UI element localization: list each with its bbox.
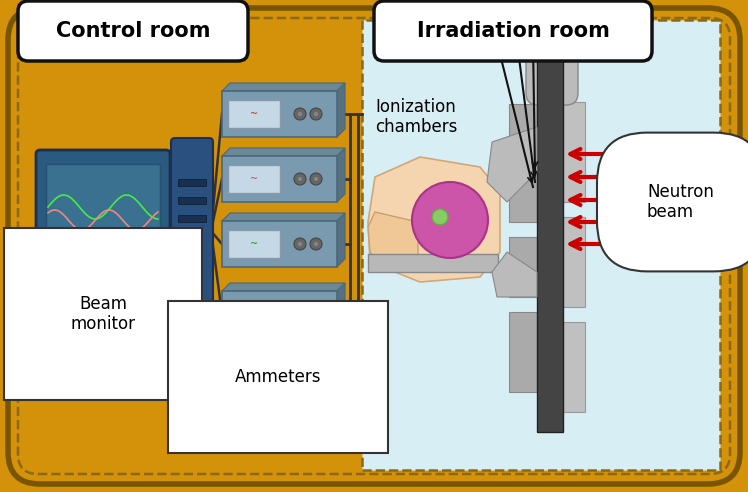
FancyBboxPatch shape <box>18 1 248 61</box>
Circle shape <box>294 108 306 120</box>
FancyBboxPatch shape <box>374 1 652 61</box>
Bar <box>178 197 206 204</box>
Circle shape <box>298 112 302 116</box>
Bar <box>58 285 148 297</box>
Circle shape <box>310 238 322 250</box>
Polygon shape <box>337 148 345 202</box>
Bar <box>178 179 206 185</box>
Bar <box>178 215 206 222</box>
Bar <box>40 262 166 272</box>
Polygon shape <box>222 283 345 291</box>
Text: Control room: Control room <box>56 21 210 41</box>
FancyBboxPatch shape <box>526 39 578 105</box>
Bar <box>509 312 537 392</box>
Polygon shape <box>487 127 537 202</box>
Polygon shape <box>222 213 345 221</box>
Circle shape <box>310 173 322 185</box>
Text: Beam
monitor: Beam monitor <box>70 295 135 334</box>
FancyBboxPatch shape <box>171 138 213 324</box>
Polygon shape <box>222 148 345 156</box>
Bar <box>563 322 585 412</box>
Polygon shape <box>222 83 345 91</box>
Bar <box>368 254 498 272</box>
Text: ~: ~ <box>250 174 258 184</box>
Polygon shape <box>492 252 537 297</box>
Bar <box>222 156 337 202</box>
Text: Irradiation room: Irradiation room <box>417 21 610 41</box>
Bar <box>222 91 337 137</box>
Circle shape <box>298 312 302 316</box>
Circle shape <box>310 108 322 120</box>
Circle shape <box>310 308 322 320</box>
Bar <box>98 271 108 287</box>
Bar <box>228 300 280 328</box>
Polygon shape <box>337 213 345 267</box>
Bar <box>228 165 280 193</box>
Circle shape <box>314 112 318 116</box>
Circle shape <box>314 242 318 246</box>
Bar <box>222 291 337 337</box>
Text: Ionization
chambers: Ionization chambers <box>375 97 457 136</box>
Circle shape <box>294 173 306 185</box>
Circle shape <box>294 238 306 250</box>
Circle shape <box>294 308 306 320</box>
Bar <box>362 20 720 470</box>
Circle shape <box>432 209 448 225</box>
Polygon shape <box>337 283 345 337</box>
Text: ~: ~ <box>250 109 258 119</box>
Bar <box>228 100 280 128</box>
Text: Neutron
beam: Neutron beam <box>647 183 714 221</box>
Bar <box>509 104 537 152</box>
Circle shape <box>298 177 302 181</box>
FancyBboxPatch shape <box>36 150 170 274</box>
Bar <box>509 167 537 222</box>
FancyBboxPatch shape <box>8 8 740 484</box>
Circle shape <box>188 263 196 272</box>
Circle shape <box>314 312 318 316</box>
Text: ~: ~ <box>250 309 258 319</box>
Polygon shape <box>368 212 418 267</box>
Bar <box>537 32 563 432</box>
Bar <box>509 237 537 297</box>
Bar <box>222 221 337 267</box>
Bar <box>46 164 160 260</box>
Bar <box>563 217 585 307</box>
Circle shape <box>298 242 302 246</box>
Text: ~: ~ <box>250 239 258 249</box>
Circle shape <box>412 182 488 258</box>
Polygon shape <box>368 157 500 282</box>
Bar <box>228 230 280 258</box>
Text: Ammeters: Ammeters <box>235 368 321 386</box>
Bar <box>563 102 585 202</box>
Polygon shape <box>337 83 345 137</box>
Circle shape <box>314 177 318 181</box>
